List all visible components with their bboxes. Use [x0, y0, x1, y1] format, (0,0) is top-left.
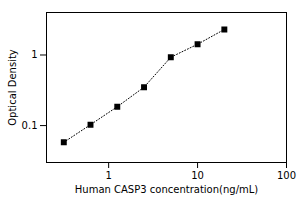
svg-text:10: 10 [191, 170, 204, 181]
svg-text:Optical Density: Optical Density [7, 49, 18, 126]
svg-text:1: 1 [31, 49, 37, 60]
svg-text:0.1: 0.1 [22, 120, 38, 131]
svg-text:100: 100 [277, 170, 296, 181]
svg-text:1: 1 [105, 170, 111, 181]
svg-text:Human CASP3 concentration(ng/m: Human CASP3 concentration(ng/mL) [75, 184, 259, 195]
